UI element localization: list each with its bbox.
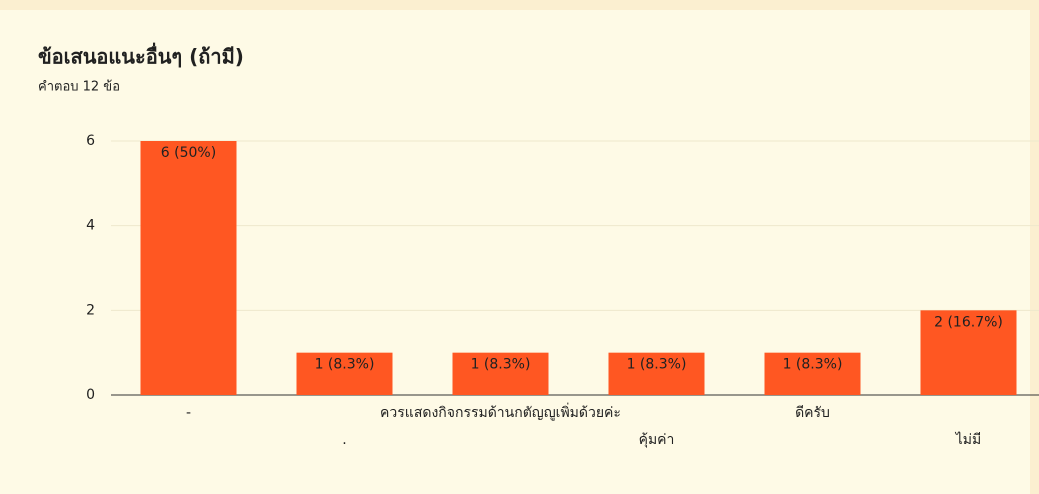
bar	[296, 352, 393, 395]
bar	[140, 141, 237, 395]
bar	[764, 352, 861, 395]
y-tick-label: 2	[86, 302, 95, 318]
value-label: 1 (8.3%)	[471, 357, 531, 373]
y-tick-label: 4	[86, 218, 95, 234]
value-label: 1 (8.3%)	[627, 357, 687, 373]
x-tick-label: ควรแสดงกิจกรรมด้านกตัญญูเพิ่มด้วยค่ะ	[380, 403, 621, 421]
x-tick-label: -	[186, 405, 191, 421]
bar	[452, 352, 549, 395]
chart-subtitle: คำตอบ 12 ข้อ	[38, 80, 120, 95]
x-tick-label: ไม่มี	[955, 431, 982, 448]
value-label: 1 (8.3%)	[783, 357, 843, 373]
x-tick-label: .	[342, 432, 346, 448]
bar	[920, 310, 1017, 395]
y-tick-label: 0	[86, 387, 95, 403]
y-tick-label: 6	[86, 133, 95, 149]
value-label: 1 (8.3%)	[315, 357, 375, 373]
value-label: 6 (50%)	[161, 145, 216, 161]
chart-title: ข้อเสนอแนะอื่นๆ (ถ้ามี)	[38, 42, 244, 69]
x-tick-label: คุ้มค่า	[639, 432, 675, 448]
bar	[608, 352, 705, 395]
x-tick-label: ดีครับ	[795, 405, 830, 421]
value-label: 2 (16.7%)	[934, 314, 1003, 330]
